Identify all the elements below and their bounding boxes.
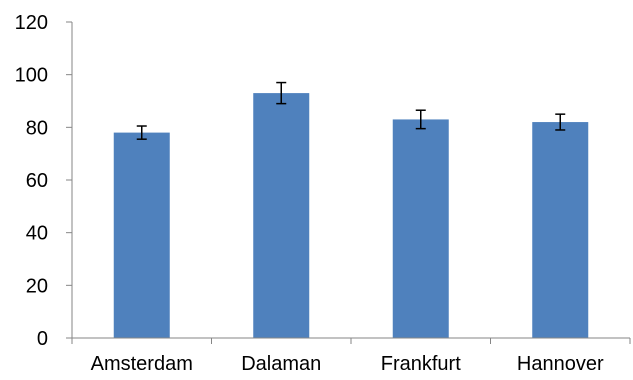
bar-frankfurt	[392, 119, 449, 338]
x-tick-label: Dalaman	[241, 353, 321, 375]
bars	[113, 93, 589, 338]
y-tick-label: 120	[15, 12, 48, 34]
error-bar-dalaman	[276, 81, 287, 105]
y-tick-label: 60	[26, 170, 48, 192]
x-tick-label: Frankfurt	[381, 353, 461, 375]
y-tick-label: 40	[26, 223, 48, 245]
y-tick-label: 80	[26, 117, 48, 139]
error-bar-amsterdam	[136, 125, 147, 140]
error-bars	[136, 81, 566, 140]
x-tick-label: Amsterdam	[91, 353, 193, 375]
x-tick-labels: Amsterdam Dalaman Frankfurt Hannover	[91, 353, 604, 375]
y-tick-label: 100	[15, 65, 48, 87]
y-tick-labels: 0 20 40 60 80 100 120	[15, 12, 48, 350]
error-bar-hannover	[555, 113, 566, 131]
bar-dalaman	[253, 93, 310, 338]
y-tick-marks	[66, 21, 72, 339]
x-tick-label: Hannover	[517, 353, 604, 375]
y-tick-label: 0	[37, 328, 48, 350]
bar-hannover	[532, 122, 589, 338]
x-tick-marks	[71, 338, 631, 344]
y-tick-label: 20	[26, 275, 48, 297]
bar-amsterdam	[113, 132, 170, 338]
error-bar-frankfurt	[415, 109, 426, 130]
